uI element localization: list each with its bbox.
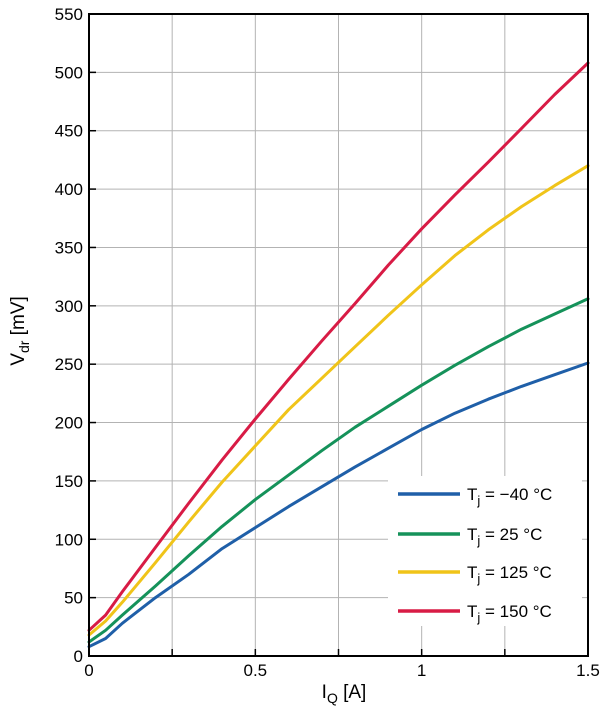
ticks — [88, 13, 589, 657]
x-axis-label-unit: [A] — [338, 682, 367, 703]
legend-label-2: Tj = 125 °C — [467, 563, 552, 586]
legend-label-1: Tj = 25 °C — [467, 525, 542, 548]
y-tick-label: 150 — [55, 472, 83, 491]
y-axis-label: Vdr [mV] — [8, 296, 32, 365]
y-axis-label-main: V — [8, 353, 29, 366]
series-group — [87, 61, 590, 649]
x-tick-label: 0 — [84, 661, 93, 680]
x-axis-label: IQ [A] — [322, 682, 367, 706]
legend-label-0-main: T — [467, 485, 477, 504]
legend-label-3: Tj = 150 °C — [467, 602, 552, 625]
x-axis-label-main: I — [322, 682, 327, 703]
series-line-2 — [87, 164, 590, 637]
legend-label-3-sub: j — [476, 610, 480, 625]
y-tick-label: 0 — [74, 647, 83, 666]
series-line-1 — [87, 297, 590, 644]
legend-label-0-rest: = −40 °C — [480, 485, 552, 504]
y-axis-label-sub: dr — [16, 340, 32, 353]
legend-label-3-main: T — [467, 602, 477, 621]
legend-label-1-main: T — [467, 525, 477, 544]
x-tick-label: 0.5 — [244, 661, 268, 680]
legend-label-1-sub: j — [476, 533, 480, 548]
y-tick-label: 400 — [55, 180, 83, 199]
y-tick-label: 350 — [55, 238, 83, 257]
legend-label-3-rest: = 150 °C — [480, 602, 552, 621]
y-tick-label: 50 — [64, 589, 83, 608]
legend-label-0: Tj = −40 °C — [467, 485, 552, 508]
legend-label-2-sub: j — [476, 571, 480, 586]
x-tick-label: 1 — [417, 661, 426, 680]
y-tick-label: 100 — [55, 530, 83, 549]
y-tick-label: 250 — [55, 355, 83, 374]
y-tick-label: 450 — [55, 122, 83, 141]
series-line-3 — [87, 61, 590, 632]
y-tick-label: 550 — [55, 5, 83, 24]
tick-labels: 0 0.5 1 1.5 0 50 100 150 200 250 300 350 400 450 500 55… — [55, 5, 600, 680]
y-tick-label: 500 — [55, 63, 83, 82]
legend-label-2-main: T — [467, 563, 477, 582]
series-line-0 — [87, 361, 590, 649]
y-tick-label: 300 — [55, 297, 83, 316]
legend-label-2-rest: = 125 °C — [480, 563, 552, 582]
legend-label-1-rest: = 25 °C — [480, 525, 542, 544]
x-axis-label-sub: Q — [327, 690, 338, 706]
legend-label-0-sub: j — [476, 493, 480, 508]
y-axis-label-unit: [mV] — [8, 296, 29, 340]
legend: Tj = −40 °C Tj = 25 °C Tj = 125 °C Tj = … — [388, 476, 582, 626]
y-tick-label: 200 — [55, 414, 83, 433]
legend-box — [388, 476, 582, 626]
x-tick-label: 1.5 — [576, 661, 600, 680]
